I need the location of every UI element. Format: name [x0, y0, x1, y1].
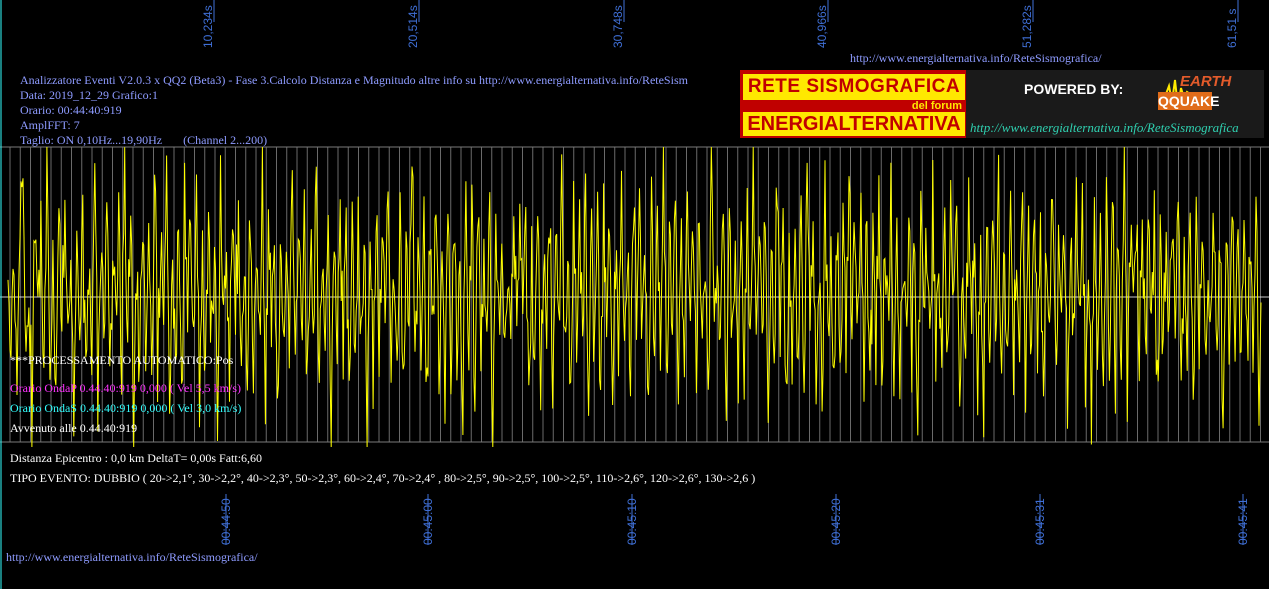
grid-vertical-lines — [9, 147, 1261, 442]
logo-powered-by: POWERED BY: — [1024, 81, 1124, 97]
wave-p-label: Orario OndaP 0.44.40:919 0,000 ( Vel 5,5… — [10, 381, 241, 395]
header-line-2: Data: 2019_12_29 Grafico:1 — [20, 88, 158, 102]
signal-line — [7, 146, 1262, 448]
logo-red-panel: RETE SISMOGRAFICA del forum ENERGIALTERN… — [740, 70, 966, 138]
top-tick-label: 10,234s — [201, 5, 215, 48]
logo-sub: del forum — [911, 100, 962, 112]
bottom-url[interactable]: http://www.energialternativa.info/ReteSi… — [6, 550, 258, 564]
top-tick-label: 61,51 s — [1225, 9, 1239, 48]
top-tick-label: 20,514s — [406, 5, 420, 48]
bottom-ticks: 00:44:50 00:45:00 00:45:10 00:45:20 00:45:31… — [219, 494, 1250, 545]
top-tick-label: 40,966s — [815, 5, 829, 48]
top-tick-label: 30,748s — [611, 5, 625, 48]
event-type-label: TIPO EVENTO: DUBBIO ( 20->2,1°, 30->2,2°… — [10, 471, 756, 485]
wave-s-label: Orario OndaS 0.44.40:919 0,000 ( Vel 3,0… — [10, 401, 242, 415]
rete-sismografica-logo[interactable]: RETE SISMOGRAFICA del forum ENERGIALTERN… — [740, 70, 1264, 138]
logo-line-2: ENERGIALTERNATIVA — [743, 112, 965, 136]
signal-series — [7, 146, 1262, 448]
occurred-label: Avvenuto alle 0.44.40:919 — [10, 421, 138, 435]
header-line-3: Orario: 00:44:40:919 — [20, 103, 122, 117]
logo-line-1: RETE SISMOGRAFICA — [743, 74, 965, 100]
distance-label: Distanza Epicentro : 0,0 km DeltaT= 0,00… — [10, 451, 263, 465]
logo-brand-top: EARTH — [1180, 73, 1232, 90]
logo-url[interactable]: http://www.energialternativa.info/ReteSi… — [970, 120, 1239, 135]
top-ticks: 10,234s 20,514s 30,748s 40,966s 51,282s 61,51… — [201, 0, 1239, 48]
logo-brand-bottom: QQUAKE — [1158, 92, 1220, 110]
header-line-1: Analizzatore Eventi V2.0.3 x QQ2 (Beta3)… — [20, 73, 688, 87]
top-url[interactable]: http://www.energialternativa.info/ReteSi… — [850, 51, 1102, 65]
header-line-5: Taglio: ON 0,10Hz...19,90Hz (Channel 2..… — [20, 133, 268, 147]
top-tick-label: 51,282s — [1020, 5, 1034, 48]
header-line-4: AmplFFT: 7 — [20, 118, 80, 132]
processing-label: ***PROCESSAMENTO AUTOMATICO:Pos — [10, 353, 234, 367]
